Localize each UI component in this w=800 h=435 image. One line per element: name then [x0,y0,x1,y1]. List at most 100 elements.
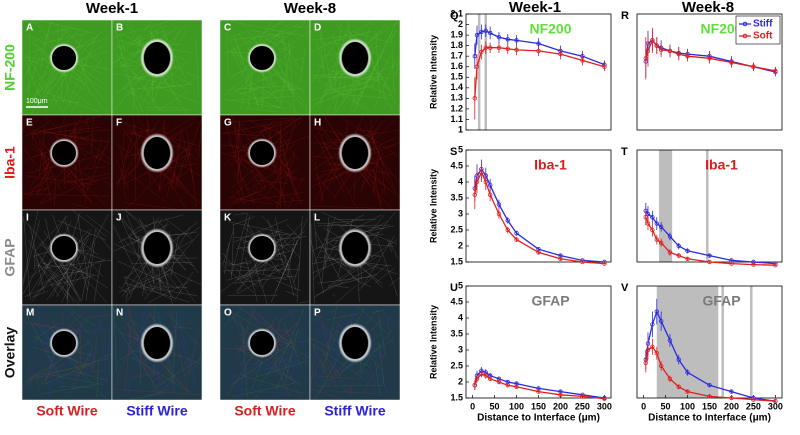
panel-letter: H [314,118,321,129]
wire-hole [144,137,170,169]
x-tick-label: 200 [724,401,739,411]
y-tick-label: 2 [458,240,463,250]
panel-letter: U [450,282,458,294]
y-tick-label: 1.9 [450,29,463,39]
legend-label: Stiff [753,19,773,30]
panel-letter: P [314,308,321,319]
row-label: Overlay [2,327,18,379]
panel-letter: N [116,308,123,319]
y-axis-label: Relative Intensity [428,35,438,109]
chart-title: Iba-1 [705,157,738,173]
y-axis-label: Relative Intensity [428,305,438,379]
panel-letter: B [116,23,123,34]
x-tick-label: 250 [575,401,590,411]
row-label: NF-200 [2,44,18,91]
panel-letter: M [26,308,34,319]
wire-hole [342,327,368,359]
y-tick-label: 4 [458,176,463,186]
y-tick-label: 1.5 [450,72,463,82]
y-tick-label: 1.3 [450,93,463,103]
y-tick-label: 1.2 [450,103,463,113]
scale-bar-label: 100μm [26,98,48,105]
y-tick-label: 1.5 [450,392,463,402]
y-tick-label: 2 [458,19,463,29]
x-tick-label: 50 [490,401,500,411]
wire-label: Stiff Wire [126,403,188,419]
panel-letter: F [116,118,122,129]
panel-letter: L [314,213,320,224]
panel-letter: E [26,118,33,129]
y-tick-label: 1.8 [450,40,463,50]
y-tick-label: 4 [458,312,463,322]
y-tick-label: 2.5 [450,224,463,234]
x-axis-label: Distance to Interface (μm) [477,413,600,424]
x-tick-label: 100 [680,401,695,411]
y-tick-label: 5 [458,144,463,154]
series-line [475,48,605,99]
panel-letter: R [621,10,629,22]
x-tick-label: 250 [746,401,761,411]
y-tick-label: 4.5 [450,296,463,306]
x-tick-label: 200 [553,401,568,411]
panel-letter: O [224,308,232,319]
wire-label: Soft Wire [234,403,296,419]
wire-hole [342,42,368,74]
wire-hole [52,236,76,260]
panel-letter: V [621,282,629,294]
chart-title: Iba-1 [534,157,567,173]
y-tick-label: 1 [458,124,463,134]
x-tick-label: 150 [531,401,546,411]
wire-hole [144,42,170,74]
panel-letter: J [116,213,122,224]
column-header: Week-1 [509,0,561,16]
wire-hole [250,236,274,260]
panel-letter: T [621,146,628,158]
y-tick-label: 3 [458,208,463,218]
wire-hole [52,141,76,165]
panel-letter: G [224,118,232,129]
y-axis-label: Relative Intensity [428,169,438,243]
wire-label: Soft Wire [36,403,98,419]
y-tick-label: 3 [458,344,463,354]
panel-letter: K [224,213,232,224]
y-tick-label: 5 [458,280,463,290]
y-tick-label: 1.7 [450,51,463,61]
wire-hole [144,232,170,264]
panel-letter: I [26,213,29,224]
y-tick-label: 3.5 [450,328,463,338]
wire-hole [52,331,76,355]
chart-title: NF200 [529,21,571,37]
panel-letter: Q [450,10,459,22]
x-axis-label: Distance to Interface (μm) [648,413,771,424]
chart-title: GFAP [702,293,740,309]
x-tick-label: 100 [509,401,524,411]
x-tick-label: 300 [597,401,612,411]
wire-label: Stiff Wire [324,403,386,419]
row-label: Iba-1 [2,146,18,179]
panel-letter: C [224,23,231,34]
y-tick-label: 2.5 [450,360,463,370]
column-header: Week-8 [284,0,336,17]
x-tick-label: 50 [661,401,671,411]
wire-hole [250,331,274,355]
chart-title: GFAP [531,293,569,309]
y-tick-label: 1.6 [450,61,463,71]
column-header: Week-1 [86,0,138,17]
y-tick-label: 1.1 [450,114,463,124]
y-tick-label: 1.4 [450,82,463,92]
row-label: GFAP [2,238,18,276]
x-tick-label: 150 [702,401,717,411]
wire-hole [52,46,76,70]
panel-letter: D [314,23,321,34]
x-tick-label: 0 [470,401,475,411]
y-tick-label: 4.5 [450,160,463,170]
x-tick-label: 0 [641,401,646,411]
y-tick-label: 1.5 [450,256,463,266]
wire-hole [250,141,274,165]
series-line [475,371,605,398]
wire-hole [342,232,368,264]
wire-hole [250,46,274,70]
series-line [646,40,776,71]
y-tick-label: 2 [458,376,463,386]
